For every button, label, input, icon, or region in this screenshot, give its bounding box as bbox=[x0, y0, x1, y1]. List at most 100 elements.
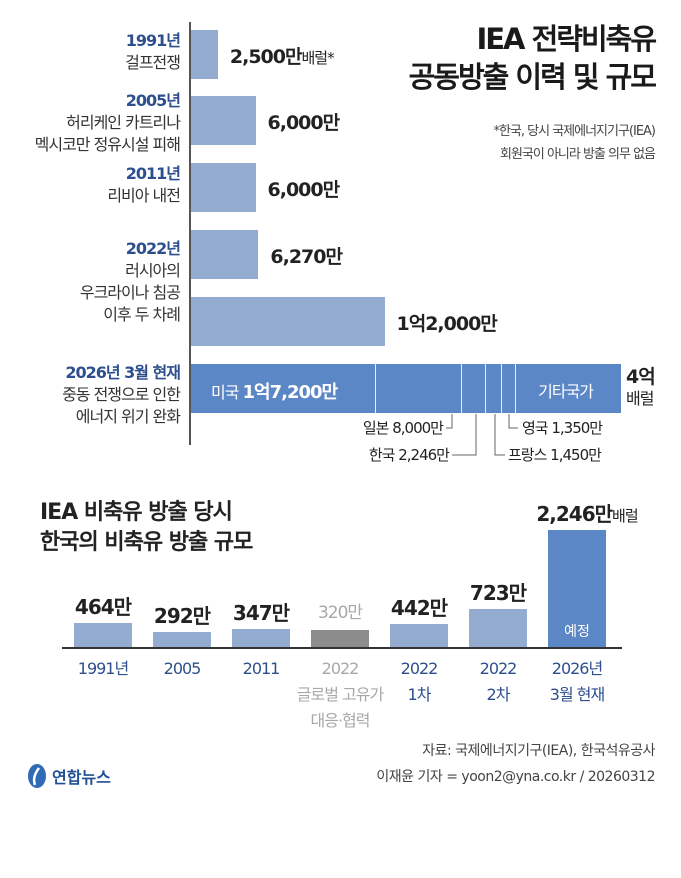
value-label: 292만 bbox=[137, 600, 227, 629]
value-text: 292만 bbox=[153, 603, 211, 628]
value-label: 723만 bbox=[453, 577, 543, 606]
category-label: 2005 bbox=[132, 656, 232, 682]
value-label: 2,500만배럴* bbox=[229, 42, 335, 69]
category-desc: 에너지 위기 완화 bbox=[75, 407, 181, 426]
bar bbox=[469, 609, 527, 647]
callout-프랑스: 프랑스 1,450만 bbox=[508, 446, 602, 464]
category-desc: 러시아의 bbox=[125, 261, 181, 280]
bar bbox=[74, 622, 132, 647]
category-line: 2022 bbox=[479, 659, 518, 678]
value-text: 1억2,000만 bbox=[396, 313, 498, 335]
category-line: 2026년 bbox=[551, 659, 603, 678]
segment-label: 기타국가 bbox=[538, 382, 594, 401]
korea-chart-title: IEA 비축유 방출 당시 한국의 비축유 방출 규모 bbox=[40, 500, 253, 555]
segment-기타국가: 기타국가 bbox=[516, 364, 621, 413]
total-unit: 배럴 bbox=[626, 389, 654, 408]
footnote: *한국, 당시 국제에너지기구(IEA) 회원국이 아니라 방출 의무 없음 bbox=[493, 124, 656, 162]
callout-일본: 일본 8,000만 bbox=[362, 419, 444, 437]
main-title: IEA 전략비축유 공동방출 이력 및 규모 bbox=[408, 22, 657, 94]
category-line: 1차 bbox=[407, 685, 432, 704]
bar-inner-label: 예정 bbox=[564, 624, 590, 640]
category-desc: 허리케인 카트리나 bbox=[66, 113, 181, 132]
bar bbox=[191, 96, 256, 145]
yonhap-logo-icon bbox=[28, 764, 46, 788]
category-label: 2022 2차 bbox=[448, 656, 548, 708]
category-line: 3월 현재 bbox=[549, 685, 605, 704]
bar bbox=[191, 163, 256, 212]
value-label: 6,000만 bbox=[267, 175, 341, 202]
bar bbox=[191, 30, 218, 79]
leader-line bbox=[452, 414, 477, 456]
category-desc: 이후 두 차례 bbox=[103, 305, 181, 324]
leader-line bbox=[494, 414, 505, 456]
category-year: 2022년 bbox=[125, 239, 181, 258]
category-line: 2022 bbox=[400, 659, 439, 678]
bar bbox=[311, 630, 369, 647]
bar-2026-stacked: 미국 1억7,200만 기타국가 bbox=[191, 364, 621, 413]
category-line: 2차 bbox=[486, 685, 511, 704]
value-text: 2,500만 bbox=[229, 46, 303, 68]
category-line: 2005 bbox=[163, 659, 202, 678]
category-label: 1991년 걸프전쟁 bbox=[125, 30, 181, 74]
category-year: 1991년 bbox=[125, 31, 181, 50]
category-desc: 우크라이나 침공 bbox=[79, 283, 181, 302]
category-year: 2005년 bbox=[125, 91, 181, 110]
value-label: 1억2,000만 bbox=[396, 309, 498, 336]
segment-미국: 미국 1억7,200만 bbox=[191, 364, 376, 413]
value-label: 2,246만배럴 bbox=[522, 498, 652, 527]
callout-영국: 영국 1,350만 bbox=[522, 419, 603, 437]
value-label: 464만 bbox=[58, 591, 148, 620]
value-label: 442만 bbox=[374, 592, 464, 621]
value-text: 2,246만 bbox=[536, 502, 613, 526]
bar bbox=[390, 623, 448, 647]
bar bbox=[191, 230, 259, 279]
category-desc: 중동 전쟁으로 인한 bbox=[62, 385, 181, 404]
value-label: 320만 bbox=[295, 598, 385, 623]
value-label: 6,270만 bbox=[270, 242, 343, 269]
category-year: 2026년 3월 현재 bbox=[65, 363, 181, 382]
y-axis-line bbox=[189, 22, 191, 445]
segment-일본 bbox=[376, 364, 462, 413]
country: 미국 bbox=[211, 383, 243, 402]
segment-label: 미국 1억7,200만 bbox=[211, 378, 339, 404]
bar: 예정 bbox=[548, 530, 606, 647]
value-label: 347만 bbox=[216, 597, 306, 626]
value-text: 464만 bbox=[74, 594, 132, 619]
category-label: 2022 글로벌 고유가 대응·협력 bbox=[290, 656, 390, 734]
value-text: 723만 bbox=[469, 581, 527, 606]
category-label: 2022 1차 bbox=[369, 656, 469, 708]
callout-한국: 한국 2,246만 bbox=[368, 446, 450, 464]
category-label: 2011 bbox=[211, 656, 311, 682]
category-label: 1991년 bbox=[53, 656, 153, 682]
total-label: 4억 배럴 bbox=[626, 366, 656, 410]
logo: 연합뉴스 bbox=[26, 763, 111, 789]
segment-영국 bbox=[502, 364, 517, 413]
value-text: 347만 bbox=[232, 600, 290, 625]
value-text: 6,270만 bbox=[270, 246, 343, 268]
category-line: 1991년 bbox=[77, 659, 129, 678]
leader-line bbox=[446, 414, 453, 429]
bar bbox=[191, 297, 385, 346]
category-desc: 리비아 내전 bbox=[107, 186, 181, 205]
x-axis-line bbox=[62, 647, 622, 649]
value-text: 6,000만 bbox=[267, 179, 341, 201]
category-year: 2011년 bbox=[125, 164, 181, 183]
value-text: 320만 bbox=[317, 603, 363, 624]
category-line: 2022 bbox=[321, 659, 360, 678]
total-value: 4억 bbox=[626, 366, 656, 388]
value-text: 6,000만 bbox=[267, 112, 341, 134]
segment-한국 bbox=[462, 364, 487, 413]
source: 자료: 국제에너지기구(IEA), 한국석유공사 이재윤 기자 = yoon2@… bbox=[376, 743, 655, 785]
value-text: 442만 bbox=[390, 595, 448, 620]
value-label: 6,000만 bbox=[267, 108, 341, 135]
value-suffix: 배럴 bbox=[612, 507, 639, 525]
amount: 1억7,200만 bbox=[242, 382, 339, 403]
category-desc: 멕시코만 정유시설 피해 bbox=[34, 135, 181, 154]
bar bbox=[153, 631, 211, 647]
